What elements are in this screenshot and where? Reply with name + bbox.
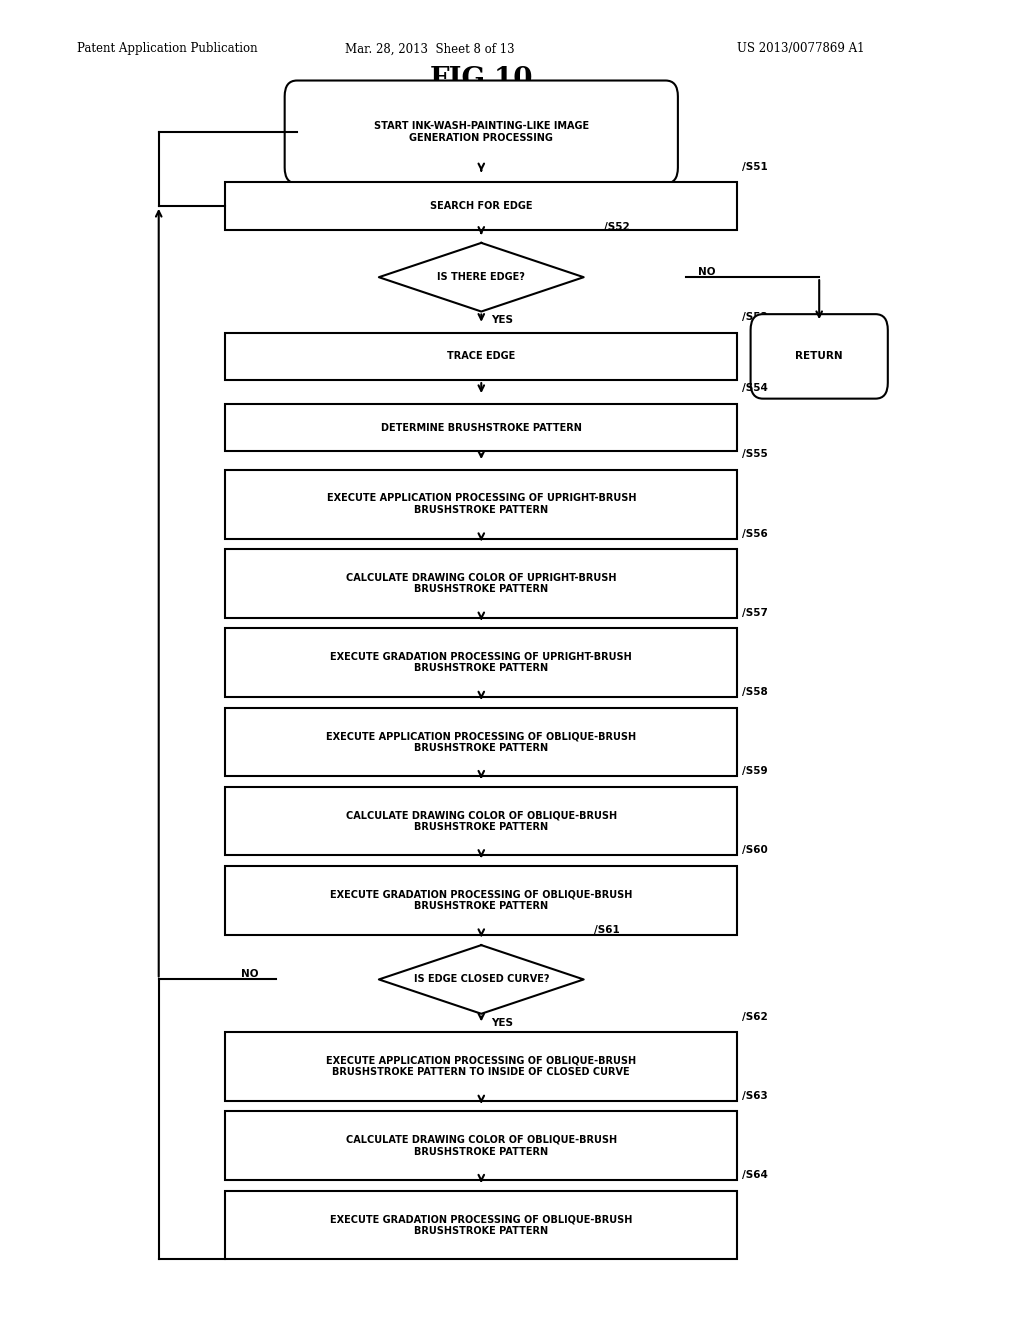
Text: /S64: /S64 (742, 1170, 768, 1180)
Text: IS EDGE CLOSED CURVE?: IS EDGE CLOSED CURVE? (414, 974, 549, 985)
Polygon shape (379, 243, 584, 312)
Text: /S53: /S53 (742, 312, 768, 322)
Text: /S54: /S54 (742, 383, 768, 393)
Text: FIG.10: FIG.10 (429, 66, 534, 92)
Bar (225, 549, 737, 618)
Text: DETERMINE BRUSHSTROKE PATTERN: DETERMINE BRUSHSTROKE PATTERN (381, 422, 582, 433)
Text: /S60: /S60 (742, 845, 768, 855)
Text: /S55: /S55 (742, 449, 768, 459)
Text: /S58: /S58 (742, 686, 768, 697)
Text: CALCULATE DRAWING COLOR OF OBLIQUE-BRUSH
BRUSHSTROKE PATTERN: CALCULATE DRAWING COLOR OF OBLIQUE-BRUSH… (346, 1135, 616, 1156)
Text: EXECUTE APPLICATION PROCESSING OF OBLIQUE-BRUSH
BRUSHSTROKE PATTERN TO INSIDE OF: EXECUTE APPLICATION PROCESSING OF OBLIQU… (327, 1056, 636, 1077)
Text: /S51: /S51 (742, 161, 768, 172)
Text: /S52: /S52 (604, 222, 630, 232)
Text: EXECUTE GRADATION PROCESSING OF OBLIQUE-BRUSH
BRUSHSTROKE PATTERN: EXECUTE GRADATION PROCESSING OF OBLIQUE-… (330, 1214, 633, 1236)
Text: /S57: /S57 (742, 607, 768, 618)
Text: TRACE EDGE: TRACE EDGE (447, 351, 515, 362)
FancyBboxPatch shape (751, 314, 888, 399)
Polygon shape (379, 945, 584, 1014)
Text: YES: YES (492, 1018, 513, 1028)
Text: /S61: /S61 (594, 924, 620, 935)
Text: START INK-WASH-PAINTING-LIKE IMAGE
GENERATION PROCESSING: START INK-WASH-PAINTING-LIKE IMAGE GENER… (374, 121, 589, 143)
Text: SEARCH FOR EDGE: SEARCH FOR EDGE (430, 201, 532, 211)
Text: EXECUTE APPLICATION PROCESSING OF OBLIQUE-BRUSH
BRUSHSTROKE PATTERN: EXECUTE APPLICATION PROCESSING OF OBLIQU… (327, 731, 636, 752)
Bar (225, 1191, 737, 1259)
Text: CALCULATE DRAWING COLOR OF UPRIGHT-BRUSH
BRUSHSTROKE PATTERN: CALCULATE DRAWING COLOR OF UPRIGHT-BRUSH… (346, 573, 616, 594)
Text: CALCULATE DRAWING COLOR OF OBLIQUE-BRUSH
BRUSHSTROKE PATTERN: CALCULATE DRAWING COLOR OF OBLIQUE-BRUSH… (346, 810, 616, 832)
Text: /S63: /S63 (742, 1090, 768, 1101)
Bar (225, 866, 737, 935)
Bar (225, 182, 737, 230)
Bar (225, 470, 737, 539)
Text: YES: YES (492, 315, 513, 326)
Bar (225, 1111, 737, 1180)
Text: IS THERE EDGE?: IS THERE EDGE? (437, 272, 525, 282)
Bar (225, 333, 737, 380)
Bar (225, 404, 737, 451)
Text: EXECUTE GRADATION PROCESSING OF UPRIGHT-BRUSH
BRUSHSTROKE PATTERN: EXECUTE GRADATION PROCESSING OF UPRIGHT-… (331, 652, 632, 673)
Bar (225, 708, 737, 776)
Bar (225, 1032, 737, 1101)
Text: EXECUTE APPLICATION PROCESSING OF UPRIGHT-BRUSH
BRUSHSTROKE PATTERN: EXECUTE APPLICATION PROCESSING OF UPRIGH… (327, 494, 636, 515)
Bar (225, 787, 737, 855)
Bar (225, 628, 737, 697)
Text: /S56: /S56 (742, 528, 768, 539)
Text: Patent Application Publication: Patent Application Publication (77, 42, 257, 55)
Text: RETURN: RETURN (796, 351, 843, 362)
Text: EXECUTE GRADATION PROCESSING OF OBLIQUE-BRUSH
BRUSHSTROKE PATTERN: EXECUTE GRADATION PROCESSING OF OBLIQUE-… (330, 890, 633, 911)
Text: NO: NO (241, 969, 258, 979)
Text: US 2013/0077869 A1: US 2013/0077869 A1 (737, 42, 865, 55)
Text: NO: NO (698, 267, 716, 277)
Text: /S62: /S62 (742, 1011, 768, 1022)
Text: Mar. 28, 2013  Sheet 8 of 13: Mar. 28, 2013 Sheet 8 of 13 (345, 42, 515, 55)
Text: /S59: /S59 (742, 766, 768, 776)
FancyBboxPatch shape (285, 81, 678, 183)
